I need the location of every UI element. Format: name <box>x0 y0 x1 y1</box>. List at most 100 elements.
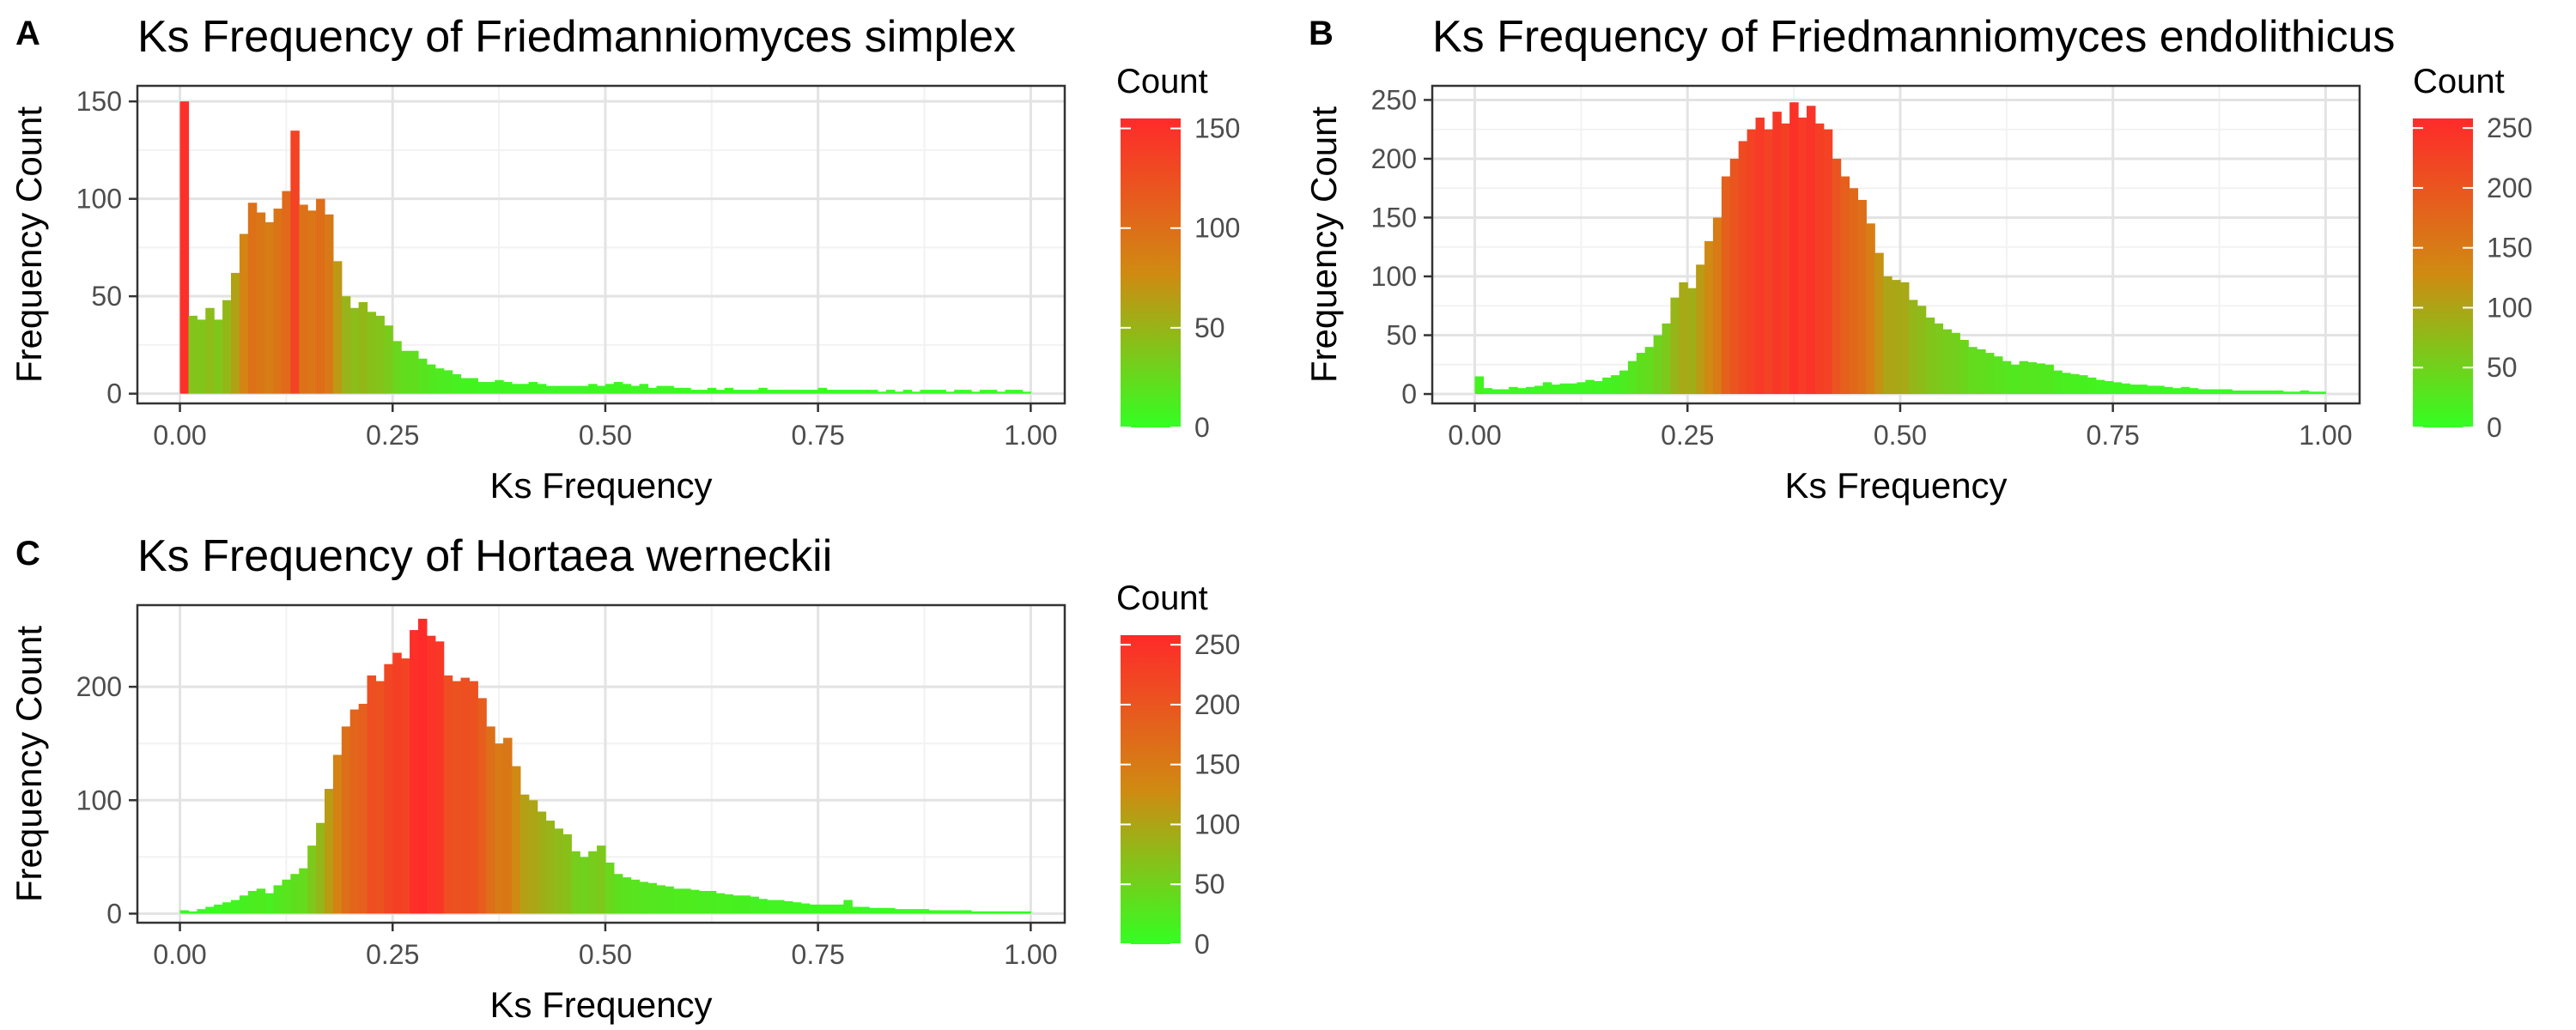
x-tick-label: 0.00 <box>153 420 206 451</box>
legend-tick-label: 0 <box>1194 412 1210 443</box>
histogram-bar <box>1985 353 1995 395</box>
x-tick-label: 0.50 <box>579 939 632 970</box>
histogram-bar <box>2087 377 2097 395</box>
legend-tick-label: 250 <box>2487 112 2532 143</box>
histogram-bar <box>1619 370 1629 395</box>
color-legend: Count 0 50 100 150 200 250 <box>1116 579 1240 960</box>
histogram-bar <box>495 743 504 914</box>
histogram-bar <box>1772 112 1782 395</box>
histogram-bar <box>920 390 930 394</box>
histogram-bar <box>690 889 700 914</box>
histogram-bar <box>452 681 462 914</box>
histogram-bar <box>1474 376 1485 395</box>
legend-tick-label: 150 <box>1194 113 1240 144</box>
histogram-bar <box>996 911 1006 914</box>
histogram-bar <box>1534 385 1544 395</box>
histogram-bar <box>613 874 623 914</box>
legend-colorbar <box>2413 118 2473 427</box>
histogram-bar <box>2257 390 2267 395</box>
histogram-bar <box>486 726 495 914</box>
histogram-bar <box>324 789 334 914</box>
panel-a: 0.00 0.25 0.50 0.75 1.00 0 50 100 150 A Ks Frequen… <box>9 12 1240 506</box>
histogram-bar <box>911 909 921 914</box>
x-axis-title: Ks Frequency <box>489 465 712 506</box>
histogram-bar <box>987 911 998 914</box>
histogram-bar <box>987 390 998 394</box>
legend-tick-label: 100 <box>1194 809 1240 839</box>
histogram-bar <box>2249 390 2258 395</box>
histogram-bar <box>1013 911 1024 914</box>
histogram-bar <box>460 677 471 914</box>
histogram-bar <box>767 390 776 394</box>
histogram-bar <box>996 391 1006 394</box>
histogram-bar <box>673 387 683 394</box>
histogram-bar <box>528 800 538 914</box>
histogram-bar <box>452 373 462 394</box>
histogram-bar <box>358 301 368 394</box>
x-tick-label: 0.75 <box>792 939 845 970</box>
histogram-bar <box>707 387 717 394</box>
histogram-bar <box>843 900 853 914</box>
histogram-bar <box>1662 323 1672 395</box>
panel-border <box>136 84 1066 405</box>
histogram-bar <box>800 903 811 914</box>
histogram-bar <box>537 384 547 394</box>
histogram-bar <box>622 877 632 914</box>
histogram-bar <box>443 675 453 914</box>
histogram-bar <box>316 822 325 914</box>
histogram-bar <box>495 379 504 394</box>
histogram-bar <box>222 902 232 914</box>
histogram-bar <box>2036 363 2045 395</box>
x-tick-label: 1.00 <box>1004 939 1057 970</box>
histogram-bar <box>205 307 215 394</box>
histogram-bar <box>367 675 377 914</box>
x-axis-title: Ks Frequency <box>489 985 712 1025</box>
histogram-bar <box>426 364 436 394</box>
histogram-bar <box>2206 389 2216 395</box>
histogram-bar <box>375 681 385 914</box>
histogram-bar <box>1542 382 1552 395</box>
chart-title: Ks Frequency of Friedmanniomyces endolit… <box>1432 12 2395 62</box>
panel-letter: C <box>15 535 40 573</box>
histogram-bar <box>2019 360 2029 395</box>
histogram-bar <box>639 882 649 914</box>
histogram-bar <box>1696 264 1705 395</box>
histogram-bar <box>1764 129 1773 395</box>
histogram-bar <box>843 390 853 394</box>
histogram-bar <box>1721 176 1731 395</box>
x-tick-label: 0.25 <box>366 939 419 970</box>
panel-b: 0.00 0.25 0.50 0.75 1.00 0 50 100 150 200 250 B Ks F… <box>1303 12 2532 506</box>
histogram-bar <box>963 390 972 394</box>
histogram-bar <box>1644 347 1655 395</box>
histogram-bar <box>332 261 343 394</box>
legend-tick-label: 100 <box>1194 213 1240 244</box>
y-tick-label: 0 <box>106 379 122 409</box>
histogram-bar <box>1959 340 1969 395</box>
histogram-bar <box>588 384 598 394</box>
histogram-bar <box>401 658 410 914</box>
x-tick-label: 0.25 <box>366 420 419 451</box>
histogram-bar <box>197 909 206 914</box>
panel-letter: B <box>1309 15 1334 52</box>
histogram-bar <box>205 906 215 914</box>
histogram-bar <box>809 904 819 914</box>
legend-title: Count <box>1116 579 1208 617</box>
histogram-bar <box>341 726 351 914</box>
histogram-bar <box>605 862 615 914</box>
legend-tick-label: 150 <box>2487 233 2532 264</box>
histogram-bar <box>2180 386 2190 395</box>
histogram-bar <box>571 385 580 394</box>
histogram-bar <box>597 385 606 394</box>
histogram-bar <box>911 391 921 394</box>
histogram-bar <box>264 221 275 394</box>
histogram-bar <box>894 391 904 394</box>
histogram-bar <box>1594 380 1603 395</box>
histogram-bar <box>920 909 930 914</box>
histogram-bar <box>2138 385 2148 395</box>
histogram-bar <box>878 907 887 914</box>
histogram-bar <box>580 385 589 394</box>
histogram-bar <box>410 630 419 914</box>
histogram-bar <box>750 896 759 914</box>
histogram-bar <box>367 312 377 394</box>
histogram-bar <box>1022 391 1031 394</box>
